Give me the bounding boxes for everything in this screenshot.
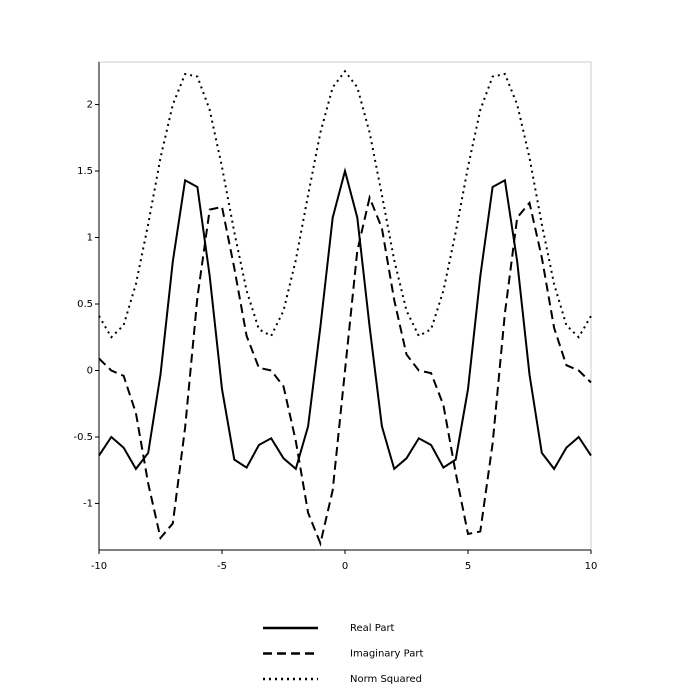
legend-label: Real Part	[350, 623, 395, 634]
plot-frame	[98, 61, 592, 551]
x-tick-label: -5	[217, 561, 227, 572]
y-tick-label: 0	[87, 365, 93, 376]
y-tick-label: 1	[87, 233, 93, 244]
y-tick-label: 1.5	[77, 166, 93, 177]
x-tick-label: -10	[91, 561, 107, 572]
x-tick-label: 5	[465, 561, 471, 572]
y-tick-label: 0.5	[77, 299, 93, 310]
y-tick-label: -1	[83, 498, 93, 509]
series-line	[98, 194, 592, 547]
y-tick-label: 2	[87, 100, 93, 111]
legend-label: Imaginary Part	[350, 649, 423, 660]
series-line	[98, 69, 592, 339]
x-tick-label: 10	[585, 561, 598, 572]
x-tick-label: 0	[342, 561, 348, 572]
series-line	[98, 167, 592, 471]
legend-label: Norm Squared	[350, 674, 422, 685]
y-tick-label: -0.5	[73, 432, 93, 443]
